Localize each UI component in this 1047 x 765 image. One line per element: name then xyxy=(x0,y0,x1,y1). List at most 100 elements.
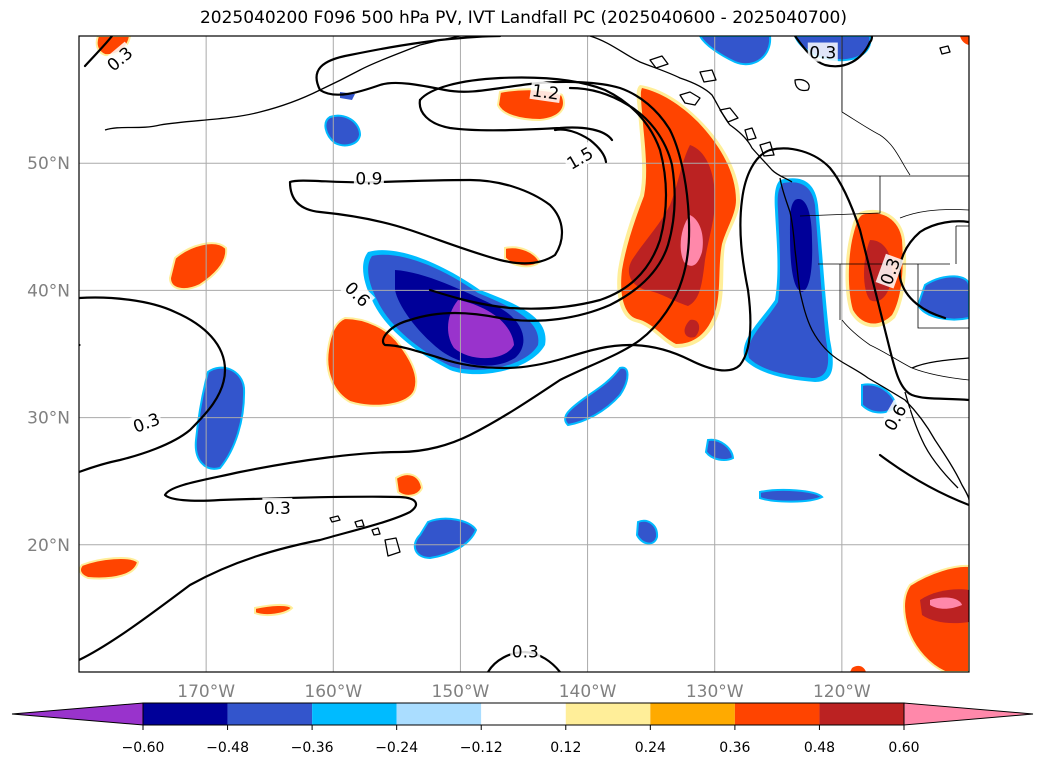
map-frame xyxy=(78,35,970,673)
colorbar-extend-low xyxy=(11,702,144,726)
coastline-greenland-speck xyxy=(939,45,951,55)
coastline-hawaii-c xyxy=(371,527,381,536)
border-state-e xyxy=(899,209,969,219)
colorbar-extend-high xyxy=(903,702,1034,726)
contour-label: 0.3 xyxy=(128,408,164,438)
lon-tick-label: 130°W xyxy=(686,682,744,702)
colorbar-segment xyxy=(819,703,904,725)
anomaly-negative-small-c xyxy=(635,519,659,545)
contour-label-text: 0.3 xyxy=(809,44,836,64)
border-state-g xyxy=(841,319,913,369)
lon-tick-label: 150°W xyxy=(432,682,490,702)
border-canada-interior xyxy=(841,111,911,176)
longitude-tick-labels: 170°W 160°W 150°W 140°W 130°W 120°W xyxy=(177,682,871,702)
anomaly-positive-small-c xyxy=(79,557,140,580)
colorbar-tick-label: −0.24 xyxy=(375,740,418,756)
colorbar-tick-label: −0.48 xyxy=(206,740,249,756)
contour-label-text: 1.5 xyxy=(564,144,597,175)
border-state-d xyxy=(917,264,969,329)
plot-area: 0.3 0.31.21.50.90.60.30.30.30.30.6 xyxy=(79,36,969,672)
colorbar-tick-label: 0.60 xyxy=(888,740,919,756)
colorbar-segment xyxy=(650,703,735,725)
coastline-islands-f xyxy=(649,55,669,69)
pv-contour-1p2-inner xyxy=(418,98,614,142)
anomaly-negative-subtropical xyxy=(413,517,478,560)
colorbar-segment xyxy=(312,703,397,725)
anomaly-positive-small-d xyxy=(254,604,294,617)
pv-contour-1p2 xyxy=(418,76,668,310)
contour-label-text: 0.3 xyxy=(512,643,539,663)
contour-label: 0.3 xyxy=(807,42,838,64)
pv-contour-0p6 xyxy=(382,86,969,402)
coastline-mexico-mainland xyxy=(911,357,969,369)
colorbar-tick-label: −0.36 xyxy=(291,740,334,756)
lon-tick-label: 120°W xyxy=(813,682,871,702)
colorbar-segment xyxy=(227,703,313,725)
anomaly-positive-northeast-pacific xyxy=(617,85,740,348)
coastline-hawaii-b xyxy=(354,519,365,528)
contour-label-text: 0.3 xyxy=(264,499,291,519)
graticule xyxy=(79,36,969,672)
colorbar-segment xyxy=(565,703,651,725)
latitude-tick-labels: 20°N 30°N 40°N 50°N xyxy=(27,154,70,556)
map-title: 2025040200 F096 500 hPa PV, IVT Landfall… xyxy=(199,8,847,28)
coastline-hawaii-d xyxy=(384,537,401,557)
border-state-f xyxy=(955,225,969,264)
anomaly-positive-top-right-corner xyxy=(960,36,969,45)
colorbar-segment xyxy=(734,703,820,725)
coastline-alaska-peninsula xyxy=(104,36,461,131)
coastline-islands-d xyxy=(759,141,775,157)
anomaly-positive-bottom-right xyxy=(903,564,969,672)
colorbar-tick-label: 0.48 xyxy=(804,740,835,756)
coastline-islands-b xyxy=(719,107,739,123)
colorbar-tick-label: 0.12 xyxy=(550,740,581,756)
lon-tick-label: 160°W xyxy=(304,682,362,702)
colorbar-outline xyxy=(142,702,905,726)
contour-label: 1.5 xyxy=(561,141,598,175)
anomaly-positive-small-b xyxy=(394,473,424,497)
contour-label: 0.3 xyxy=(262,497,293,519)
coastlines xyxy=(104,36,969,557)
anomaly-negative-top-left xyxy=(698,36,772,65)
lat-tick-label: 30°N xyxy=(27,409,70,429)
colorbar-tick-label: 0.36 xyxy=(719,740,750,756)
lon-tick-label: 140°W xyxy=(559,682,617,702)
pv-contour-0p3-subtropical-loop xyxy=(79,296,227,474)
anomaly-negative-west-coast xyxy=(743,178,833,382)
contour-label-text: 0.9 xyxy=(355,169,382,189)
colorbar-segment xyxy=(143,703,228,725)
pv-contour-0p3-northwest xyxy=(83,36,114,68)
lat-tick-label: 40°N xyxy=(27,281,70,301)
coastline-lake xyxy=(794,78,810,92)
anomaly-positive-west-pacific xyxy=(168,242,228,291)
anomaly-negative-great-basin xyxy=(916,275,969,321)
anomaly-positive-interior-west xyxy=(845,209,907,328)
pv-contour-1p5 xyxy=(553,128,608,164)
pv-contour-0p6-coast xyxy=(878,453,969,507)
coastline-islands-c xyxy=(744,127,757,141)
political-borders xyxy=(780,36,969,381)
coastline-islands-a xyxy=(679,91,701,106)
coastline-hawaii-a xyxy=(329,515,341,523)
colorbar-tick-label: −0.12 xyxy=(460,740,503,756)
pv-contour-0p3-long xyxy=(79,36,691,662)
pv-contour-0p9 xyxy=(288,178,563,265)
anomaly-positive-bottom-speck xyxy=(850,665,866,672)
coastline-islands-e xyxy=(699,69,717,83)
anomaly-negative-gulf-alaska-small xyxy=(324,114,362,147)
colorbar-tick-label: 0.24 xyxy=(635,740,666,756)
coastline-us-west xyxy=(794,249,969,501)
colorbar-tick-label: −0.60 xyxy=(122,740,165,756)
border-state-a xyxy=(799,176,881,217)
anomaly-negative-small-b xyxy=(704,438,735,461)
colorbar: −0.60 −0.48 −0.36 −0.24 −0.12 0.12 0.24 0.36 0.4… xyxy=(11,702,1034,756)
pv-contour-right-loop xyxy=(898,220,969,320)
lon-tick-label: 170°W xyxy=(177,682,235,702)
contour-label: 0.3 xyxy=(510,641,541,663)
lat-tick-label: 50°N xyxy=(27,154,70,174)
anomaly-negative-mid-pacific xyxy=(194,366,246,470)
colorbar-segment xyxy=(481,703,566,725)
anomaly-fills xyxy=(79,36,969,672)
contour-label-text: 1.2 xyxy=(531,81,561,105)
